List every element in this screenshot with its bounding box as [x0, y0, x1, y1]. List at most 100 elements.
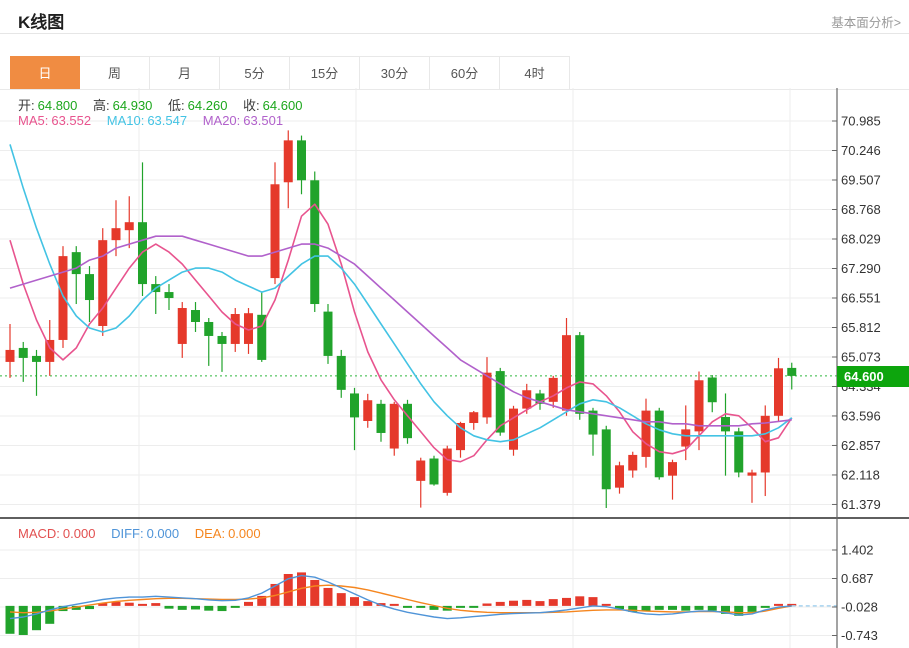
axis-tick-label: 66.551	[841, 291, 881, 306]
macd-bar	[628, 605, 638, 612]
title-divider	[0, 33, 909, 34]
macd-bar	[32, 605, 41, 631]
candle-body	[111, 228, 121, 241]
macd-bar	[244, 601, 253, 606]
candle-body	[363, 400, 373, 421]
candle-body	[297, 140, 306, 181]
candle-body	[204, 321, 214, 336]
tab-30min[interactable]: 30分	[360, 56, 430, 89]
tab-60min[interactable]: 60分	[430, 56, 500, 89]
candle-body	[734, 431, 744, 473]
candle-body	[721, 416, 730, 432]
macd-bar	[177, 605, 187, 610]
tab-4hour[interactable]: 4时	[500, 56, 570, 89]
candle-body	[588, 410, 598, 435]
axis-tick-label: 63.596	[841, 408, 881, 423]
axis-tick-label: -0.743	[841, 628, 878, 643]
macd-bar	[601, 603, 611, 606]
macd-bar	[389, 603, 399, 606]
candle-body	[681, 429, 691, 447]
macd-bar	[336, 593, 346, 606]
tab-day[interactable]: 日	[10, 56, 80, 89]
axis-tick-label: 70.246	[841, 143, 881, 158]
candle-body	[535, 393, 545, 404]
macd-bar	[71, 605, 81, 610]
candle-body	[562, 335, 571, 411]
macd-bar	[257, 595, 267, 606]
candle-body	[601, 429, 611, 490]
candle-body	[177, 308, 187, 344]
macd-bar	[230, 605, 240, 608]
macd-bar	[323, 587, 333, 606]
candle-body	[376, 403, 386, 433]
macd-bar	[774, 603, 783, 606]
axis-tick-label: 68.768	[841, 202, 881, 217]
axis-tick-label: 65.812	[841, 320, 881, 335]
candle-body	[350, 393, 359, 418]
candle-body	[442, 448, 452, 493]
candle-body	[760, 415, 770, 473]
macd-bar	[363, 601, 373, 606]
axis-tick-label: 62.118	[841, 467, 880, 482]
candle-body	[85, 274, 94, 301]
macd-bar	[310, 579, 320, 606]
candle-body	[45, 339, 55, 362]
price-axis: 70.985 70.246 69.507 68.768 68.029 67.290 66.5…	[832, 88, 881, 648]
candle-body	[32, 355, 41, 362]
macd-bar	[548, 599, 558, 606]
macd-bar	[5, 605, 15, 634]
macd-bar	[615, 605, 624, 610]
macd-bar	[191, 605, 200, 610]
macd-bar	[734, 605, 744, 616]
candle-body	[469, 412, 479, 423]
candle-body	[575, 335, 585, 414]
grid-lines	[0, 88, 837, 648]
candle-body	[774, 368, 783, 416]
macd-bar	[760, 605, 770, 608]
axis-tick-label: -0.028	[841, 600, 878, 615]
macd-bar	[535, 601, 545, 606]
candle-body	[403, 403, 412, 439]
macd-bar	[681, 605, 691, 611]
tab-5min[interactable]: 5分	[220, 56, 290, 89]
candle-body	[5, 349, 15, 362]
macd-bars-layer	[5, 572, 797, 635]
tab-month[interactable]: 月	[150, 56, 220, 89]
ma10-line	[9, 144, 793, 443]
macd-bar	[98, 603, 108, 606]
macd-bar	[588, 597, 598, 606]
macd-bar	[138, 603, 147, 606]
kline-chart-canvas[interactable]: 70.985 70.246 69.507 68.768 68.029 67.290 66.5…	[0, 88, 909, 648]
axis-tick-label: 68.029	[841, 232, 881, 247]
axis-tick-label: 69.507	[841, 173, 881, 188]
candle-body	[641, 410, 651, 457]
candle-body	[707, 377, 717, 403]
macd-bar	[694, 605, 704, 610]
tabs-bottom-line	[0, 89, 909, 90]
tab-week[interactable]: 周	[80, 56, 150, 89]
candle-body	[98, 240, 108, 326]
fundamental-analysis-link[interactable]: 基本面分析>	[831, 16, 901, 30]
candle-body	[230, 314, 240, 344]
axis-tick-label: 1.402	[841, 543, 874, 558]
candle-body	[615, 465, 624, 488]
candle-body	[310, 180, 320, 305]
tab-15min[interactable]: 15分	[290, 56, 360, 89]
candle-body	[482, 372, 492, 418]
candle-body	[787, 367, 797, 376]
macd-bar	[217, 605, 227, 612]
macd-bar	[495, 601, 505, 606]
diff-line	[9, 574, 792, 620]
page-title: K线图	[18, 13, 65, 32]
macd-bar	[151, 603, 161, 606]
macd-bar	[721, 605, 730, 614]
macd-bar	[18, 605, 28, 635]
macd-bar	[124, 602, 134, 606]
macd-bar	[85, 605, 94, 610]
interval-tabs: 日周月 5分 15分 30分 60分 4时	[10, 56, 570, 89]
macd-bar	[522, 599, 532, 606]
axis-tick-label: 0.687	[841, 571, 874, 586]
macd-bar	[111, 601, 121, 606]
candle-body	[456, 422, 465, 451]
axis-tick-label: 65.073	[841, 350, 881, 365]
